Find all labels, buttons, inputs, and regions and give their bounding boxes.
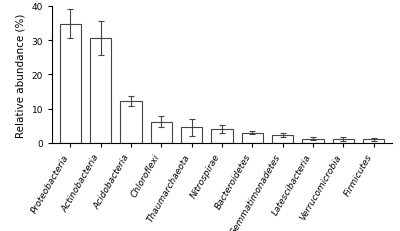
Bar bbox=[242, 133, 263, 143]
Bar bbox=[151, 122, 172, 143]
Bar bbox=[181, 128, 202, 143]
Bar bbox=[272, 135, 293, 143]
Bar bbox=[90, 39, 111, 143]
Bar bbox=[120, 102, 142, 143]
Bar bbox=[363, 140, 384, 143]
Bar bbox=[333, 140, 354, 143]
Bar bbox=[60, 25, 81, 143]
Y-axis label: Relative abundance (%): Relative abundance (%) bbox=[16, 13, 26, 137]
Bar bbox=[211, 130, 233, 143]
Bar bbox=[302, 139, 324, 143]
